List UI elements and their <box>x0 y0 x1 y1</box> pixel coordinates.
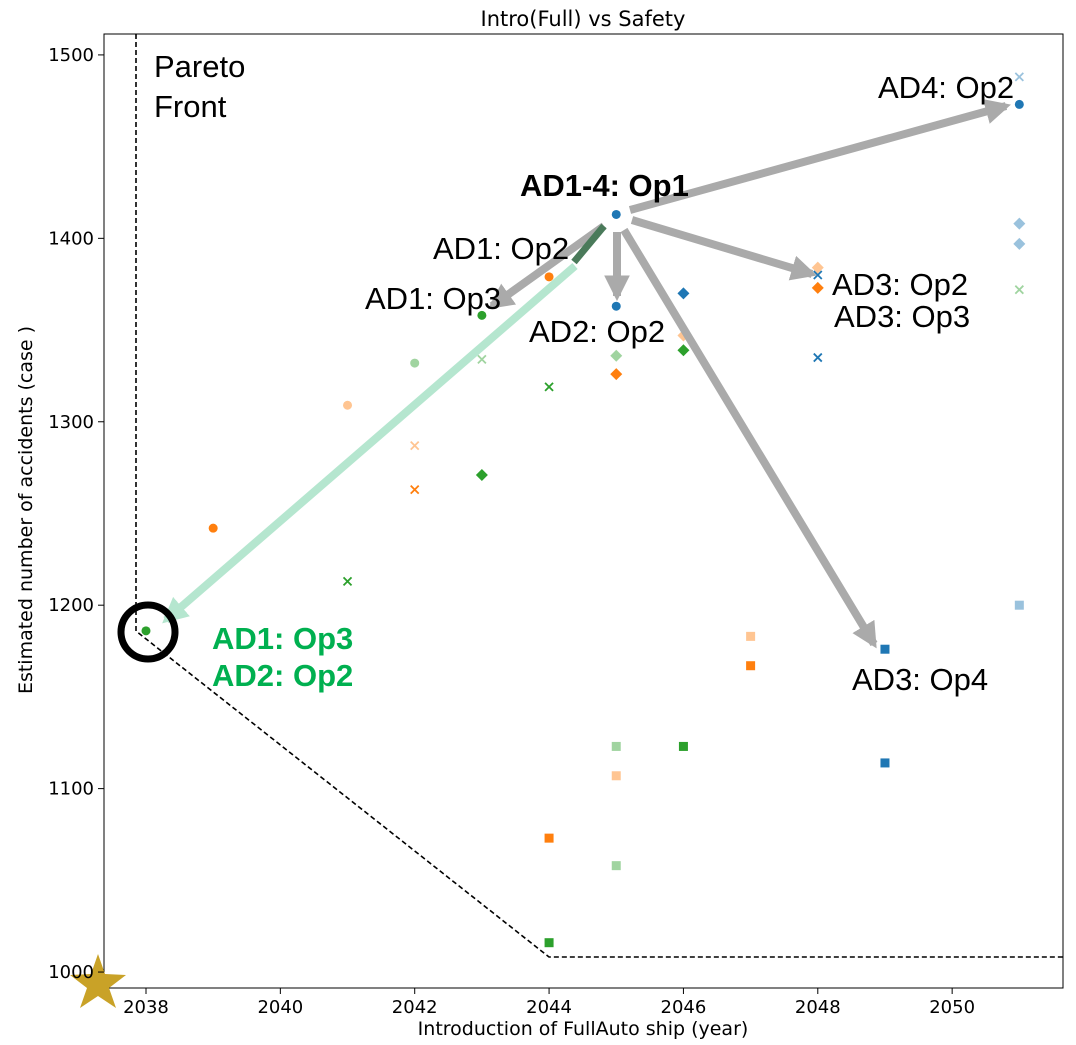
annotation: AD1: Op3 <box>365 281 501 316</box>
point <box>1014 285 1024 295</box>
x-tick-label: 2040 <box>257 997 303 1018</box>
arrows <box>162 99 1011 649</box>
point <box>1013 217 1026 230</box>
annotation: AD2: Op2 <box>212 658 353 693</box>
point <box>475 468 488 481</box>
plot-frame <box>103 33 1064 989</box>
y-tick-label: 1300 <box>48 412 94 433</box>
points <box>141 72 1026 948</box>
y-tick-label: 1200 <box>48 595 94 616</box>
annotation: AD3: Op4 <box>852 662 988 697</box>
point <box>342 576 353 586</box>
point <box>208 523 218 533</box>
point <box>343 400 353 410</box>
annotation: AD2: Op2 <box>529 314 665 349</box>
point <box>611 209 621 219</box>
point <box>610 368 623 381</box>
x-tick-label: 2038 <box>123 997 169 1018</box>
point <box>141 626 151 636</box>
point <box>677 344 690 357</box>
point <box>811 281 824 294</box>
point <box>880 758 890 768</box>
point <box>813 352 823 363</box>
point <box>477 310 487 320</box>
point <box>1014 72 1024 82</box>
point <box>880 644 890 654</box>
x-tick-label: 2050 <box>929 997 975 1018</box>
y-axis-label: Estimated number of accidents (case ) <box>15 326 37 694</box>
arrow <box>628 99 1011 214</box>
point <box>746 661 756 671</box>
highlight-circle <box>117 601 179 663</box>
point <box>477 354 487 365</box>
annotation: AD1: Op2 <box>433 231 569 266</box>
x-tick-label: 2042 <box>392 997 438 1018</box>
pareto-front <box>135 34 1063 958</box>
annotation: AD3: Op3 <box>834 299 970 334</box>
point <box>746 631 756 641</box>
point <box>611 771 621 781</box>
annotation: Front <box>154 89 227 124</box>
annotation: AD1-4: Op1 <box>520 168 689 203</box>
arrow <box>620 227 878 649</box>
point <box>410 358 420 368</box>
point <box>544 272 554 282</box>
arrow <box>487 222 607 310</box>
arrow <box>162 262 578 624</box>
chart-title: Intro(Full) vs Safety <box>481 7 686 31</box>
ideal-star <box>70 954 126 1008</box>
pareto-line <box>135 34 1063 958</box>
point <box>610 349 623 362</box>
annotation: Pareto <box>154 49 245 84</box>
y-tick-label: 1400 <box>48 228 94 249</box>
point <box>544 938 554 948</box>
point <box>544 833 554 843</box>
x-axis-label: Introduction of FullAuto ship (year) <box>418 1018 749 1040</box>
annotation: AD3: Op2 <box>832 267 968 302</box>
point <box>611 301 621 311</box>
point <box>410 484 420 495</box>
arrow <box>630 216 817 281</box>
y-tick-label: 1500 <box>48 45 94 66</box>
point <box>410 440 420 451</box>
annotation: AD1: Op3 <box>212 621 353 656</box>
arrow <box>571 223 607 265</box>
point <box>544 382 554 392</box>
annotations: Pareto Front AD4: Op2 AD1-4: Op1 AD1: Op… <box>154 49 1014 697</box>
point <box>1013 237 1026 250</box>
y-tick-label: 1000 <box>48 962 94 983</box>
y-tick-label: 1100 <box>48 779 94 800</box>
x-tick-label: 2048 <box>795 997 841 1018</box>
point <box>1014 600 1024 610</box>
point <box>1014 99 1024 109</box>
point <box>611 861 621 871</box>
point <box>678 741 688 751</box>
annotation: AD4: Op2 <box>878 70 1014 105</box>
point <box>611 741 621 751</box>
x-tick-label: 2044 <box>526 997 572 1018</box>
x-tick-label: 2046 <box>661 997 707 1018</box>
point <box>677 287 690 300</box>
